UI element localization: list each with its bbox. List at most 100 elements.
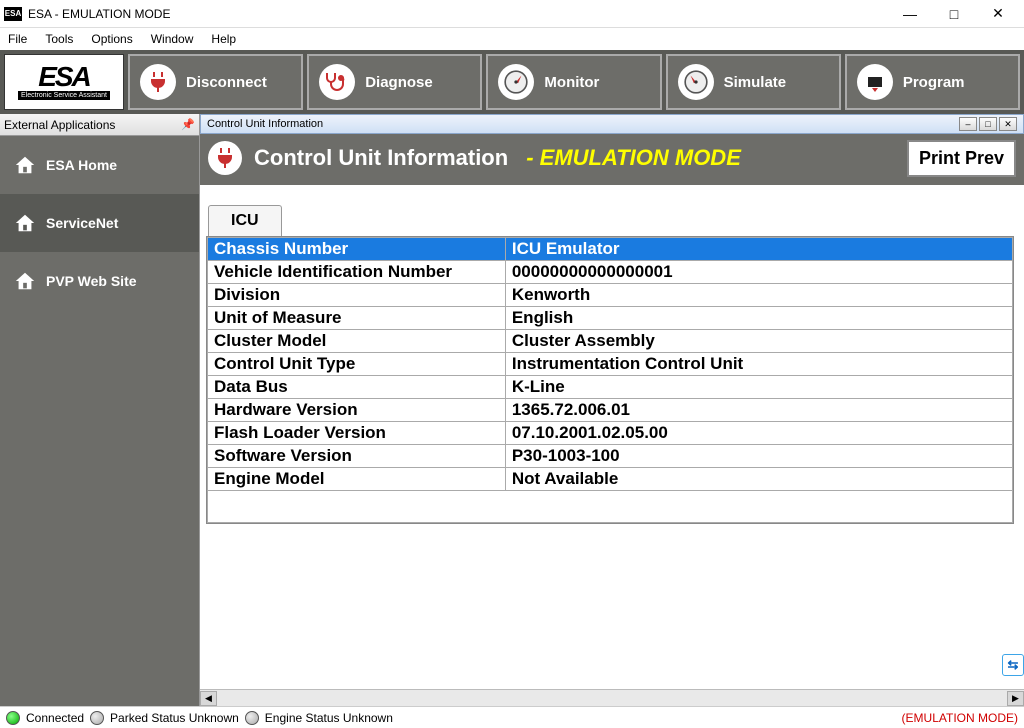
status-bar: Connected Parked Status Unknown Engine S…	[0, 706, 1024, 728]
table-cell-value: Instrumentation Control Unit	[505, 353, 1012, 376]
table-cell-value: Not Available	[505, 468, 1012, 491]
window-title: ESA - EMULATION MODE	[28, 7, 888, 21]
program-label: Program	[903, 74, 965, 91]
child-window-controls: – □ ✕	[959, 117, 1017, 131]
table-row[interactable]: Unit of MeasureEnglish	[208, 307, 1013, 330]
maximize-button[interactable]: □	[932, 1, 976, 27]
content-header: Control Unit Information - EMULATION MOD…	[200, 134, 1024, 182]
logo: ESA Electronic Service Assistant	[4, 54, 124, 110]
logo-subtitle: Electronic Service Assistant	[18, 91, 110, 100]
house-icon	[14, 270, 36, 292]
table-cell-key: Flash Loader Version	[208, 422, 506, 445]
pin-icon[interactable]: 📌	[181, 118, 195, 131]
scroll-right-icon[interactable]: ▶	[1007, 691, 1024, 706]
simulate-button[interactable]: Simulate	[666, 54, 841, 110]
tab-row: ICU	[200, 205, 1024, 236]
table-cell-key: Chassis Number	[208, 238, 506, 261]
menu-file[interactable]: File	[8, 32, 27, 46]
close-button[interactable]: ✕	[976, 1, 1020, 27]
table-row[interactable]: DivisionKenworth	[208, 284, 1013, 307]
child-maximize-button[interactable]: □	[979, 117, 997, 131]
app-icon: ESA	[4, 7, 22, 21]
table-cell-key: Engine Model	[208, 468, 506, 491]
sidebar-item-servicenet[interactable]: ServiceNet	[0, 194, 199, 252]
stethoscope-icon	[319, 64, 355, 100]
menu-help[interactable]: Help	[211, 32, 236, 46]
menu-tools[interactable]: Tools	[45, 32, 73, 46]
status-engine: Engine Status Unknown	[265, 711, 393, 725]
table-cell-key: Vehicle Identification Number	[208, 261, 506, 284]
tab-area: ICU Chassis NumberICU EmulatorVehicle Id…	[200, 182, 1024, 706]
table-row[interactable]: Engine ModelNot Available	[208, 468, 1013, 491]
table-row[interactable]: Vehicle Identification Number00000000000…	[208, 261, 1013, 284]
sidebar-item-label: PVP Web Site	[46, 273, 137, 289]
teamviewer-badge-icon[interactable]: ⇆	[1002, 654, 1024, 676]
status-parked: Parked Status Unknown	[110, 711, 239, 725]
horizontal-scrollbar[interactable]: ◀ ▶	[200, 689, 1024, 706]
status-dot-parked	[90, 711, 104, 725]
table-row[interactable]: Software VersionP30-1003-100	[208, 445, 1013, 468]
monitor-label: Monitor	[544, 74, 599, 91]
disconnect-label: Disconnect	[186, 74, 267, 91]
status-dot-engine	[245, 711, 259, 725]
sidebar-item-label: ESA Home	[46, 157, 117, 173]
diagnose-button[interactable]: Diagnose	[307, 54, 482, 110]
table-cell-value: English	[505, 307, 1012, 330]
house-icon	[14, 154, 36, 176]
sidebar: External Applications 📌 ESA Home Service…	[0, 114, 200, 706]
content-title: Control Unit Information	[254, 145, 508, 171]
table-cell-key: Division	[208, 284, 506, 307]
table-cell-value: 00000000000000001	[505, 261, 1012, 284]
sidebar-item-pvp[interactable]: PVP Web Site	[0, 252, 199, 310]
tab-icu[interactable]: ICU	[208, 205, 282, 236]
table-cell-value: 1365.72.006.01	[505, 399, 1012, 422]
disconnect-button[interactable]: Disconnect	[128, 54, 303, 110]
sidebar-body: ESA Home ServiceNet PVP Web Site	[0, 136, 199, 706]
emulation-mode-label: - EMULATION MODE	[526, 145, 741, 171]
table-cell-value: 07.10.2001.02.05.00	[505, 422, 1012, 445]
house-icon	[14, 212, 36, 234]
logo-text: ESA	[38, 64, 90, 89]
table-cell-key: Unit of Measure	[208, 307, 506, 330]
table-cell-key: Hardware Version	[208, 399, 506, 422]
window-titlebar: ESA ESA - EMULATION MODE — □ ✕	[0, 0, 1024, 28]
simulate-gauge-icon	[678, 64, 714, 100]
table-cell-value: ICU Emulator	[505, 238, 1012, 261]
window-controls: — □ ✕	[888, 1, 1020, 27]
child-window-title: Control Unit Information	[207, 118, 323, 130]
table-row[interactable]: Flash Loader Version07.10.2001.02.05.00	[208, 422, 1013, 445]
info-table-wrap: Chassis NumberICU EmulatorVehicle Identi…	[206, 236, 1014, 524]
menu-options[interactable]: Options	[91, 32, 132, 46]
main-area: External Applications 📌 ESA Home Service…	[0, 114, 1024, 706]
table-row[interactable]: Chassis NumberICU Emulator	[208, 238, 1013, 261]
scroll-left-icon[interactable]: ◀	[200, 691, 217, 706]
table-row[interactable]: Data BusK-Line	[208, 376, 1013, 399]
sidebar-item-label: ServiceNet	[46, 215, 118, 231]
chip-icon	[857, 64, 893, 100]
menu-window[interactable]: Window	[151, 32, 194, 46]
minimize-button[interactable]: —	[888, 1, 932, 27]
diagnose-label: Diagnose	[365, 74, 433, 91]
program-button[interactable]: Program	[845, 54, 1020, 110]
table-row[interactable]: Cluster ModelCluster Assembly	[208, 330, 1013, 353]
sidebar-header: External Applications 📌	[0, 114, 199, 136]
status-dot-connected	[6, 711, 20, 725]
table-spacer	[208, 491, 1013, 523]
monitor-button[interactable]: Monitor	[486, 54, 661, 110]
info-table: Chassis NumberICU EmulatorVehicle Identi…	[207, 237, 1013, 523]
table-row[interactable]: Control Unit TypeInstrumentation Control…	[208, 353, 1013, 376]
sidebar-item-esa-home[interactable]: ESA Home	[0, 136, 199, 194]
child-minimize-button[interactable]: –	[959, 117, 977, 131]
table-row[interactable]: Hardware Version1365.72.006.01	[208, 399, 1013, 422]
table-cell-value: P30-1003-100	[505, 445, 1012, 468]
child-close-button[interactable]: ✕	[999, 117, 1017, 131]
content-area: Control Unit Information – □ ✕ Control U…	[200, 114, 1024, 706]
child-window-titlebar[interactable]: Control Unit Information – □ ✕	[200, 114, 1024, 134]
plug-icon	[140, 64, 176, 100]
gauge-icon	[498, 64, 534, 100]
table-cell-key: Software Version	[208, 445, 506, 468]
status-mode: (EMULATION MODE)	[902, 711, 1018, 725]
print-preview-button[interactable]: Print Prev	[907, 140, 1016, 177]
table-cell-key: Cluster Model	[208, 330, 506, 353]
table-cell-key: Control Unit Type	[208, 353, 506, 376]
